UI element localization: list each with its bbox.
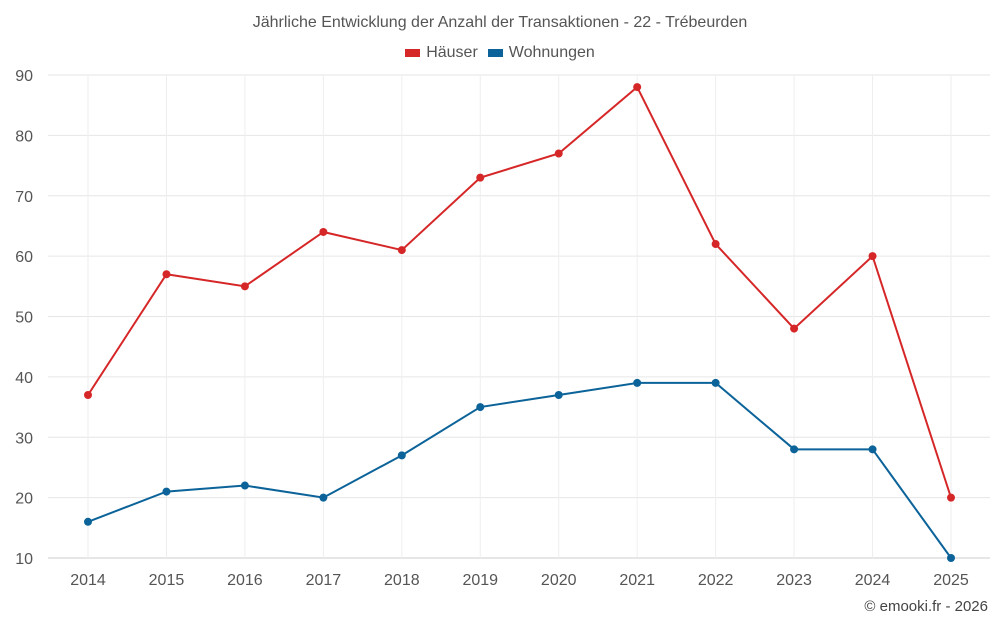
- legend-item-wohnungen[interactable]: Wohnungen: [487, 44, 595, 62]
- data-point-series-1: [162, 487, 171, 496]
- data-point-series-0: [633, 83, 642, 92]
- data-point-series-1: [711, 378, 720, 387]
- data-point-series-1: [397, 451, 406, 460]
- data-point-series-0: [711, 240, 720, 249]
- x-tick-label: 2024: [855, 572, 891, 589]
- data-point-series-0: [476, 173, 485, 182]
- chart-title: Jährliche Entwicklung der Anzahl der Tra…: [252, 14, 748, 31]
- data-point-series-1: [947, 554, 955, 562]
- data-point-series-1: [790, 445, 799, 454]
- legend-label-wohnungen: Wohnungen: [508, 44, 595, 61]
- data-point-series-1: [476, 403, 485, 412]
- data-point-series-1: [868, 445, 877, 454]
- x-tick-label: 2021: [619, 572, 655, 589]
- y-tick-label: 50: [15, 310, 33, 327]
- credit-text: © emooki.fr - 2026: [864, 598, 988, 615]
- data-point-series-0: [947, 493, 955, 502]
- y-tick-label: 40: [15, 370, 33, 387]
- data-point-series-0: [790, 324, 799, 333]
- x-tick-label: 2020: [541, 572, 577, 589]
- x-tick-label: 2018: [384, 572, 420, 589]
- data-point-series-0: [162, 270, 171, 279]
- legend-item-haeuser[interactable]: Häuser: [405, 44, 478, 62]
- series-line-1: [87, 381, 952, 559]
- data-point-series-1: [319, 493, 328, 502]
- y-tick-label: 60: [15, 249, 33, 266]
- y-tick-label: 90: [15, 68, 33, 85]
- data-point-series-1: [633, 378, 642, 387]
- x-tick-label: 2016: [227, 572, 263, 589]
- legend-swatch-haeuser: [405, 49, 421, 57]
- legend: Häuser Wohnungen: [0, 44, 1000, 62]
- data-point-series-1: [84, 517, 92, 526]
- y-tick-label: 80: [15, 128, 33, 145]
- x-tick-label: 2015: [149, 572, 185, 589]
- x-tick-label: 2014: [70, 572, 106, 589]
- legend-swatch-wohnungen: [487, 49, 503, 57]
- x-tick-label: 2019: [462, 572, 498, 589]
- y-tick-label: 10: [15, 551, 33, 568]
- y-tick-label: 20: [15, 491, 33, 508]
- y-tick-label: 30: [15, 430, 33, 447]
- x-tick-label: 2017: [306, 572, 342, 589]
- data-point-series-0: [554, 149, 563, 158]
- x-tick-label: 2022: [698, 572, 734, 589]
- x-tick-label: 2023: [776, 572, 812, 589]
- data-point-series-0: [84, 390, 92, 399]
- data-point-series-1: [240, 481, 249, 490]
- data-point-series-0: [868, 252, 877, 261]
- series-line-0: [87, 85, 952, 498]
- data-point-series-0: [319, 227, 328, 236]
- x-tick-label: 2025: [933, 572, 969, 589]
- data-point-series-0: [397, 246, 406, 255]
- y-tick-label: 70: [15, 189, 33, 206]
- data-point-series-0: [240, 282, 249, 291]
- legend-label-haeuser: Häuser: [426, 44, 478, 61]
- data-point-series-1: [554, 390, 563, 399]
